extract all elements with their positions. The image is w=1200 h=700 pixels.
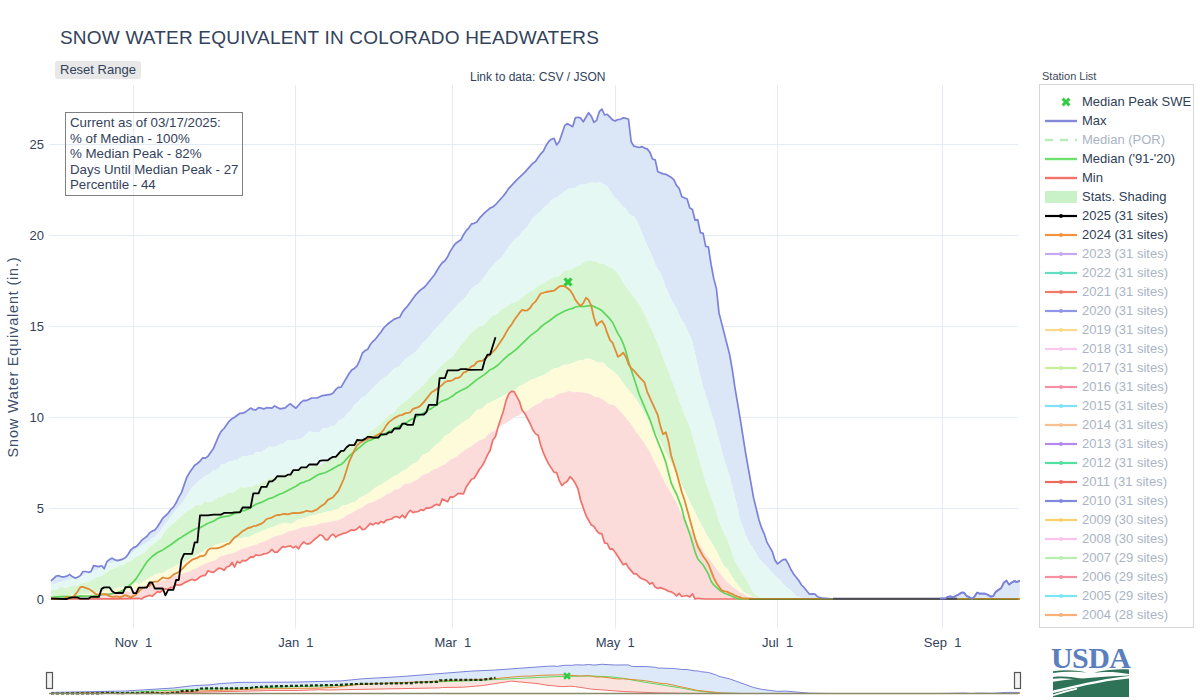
svg-text:USDA: USDA bbox=[1051, 641, 1131, 674]
